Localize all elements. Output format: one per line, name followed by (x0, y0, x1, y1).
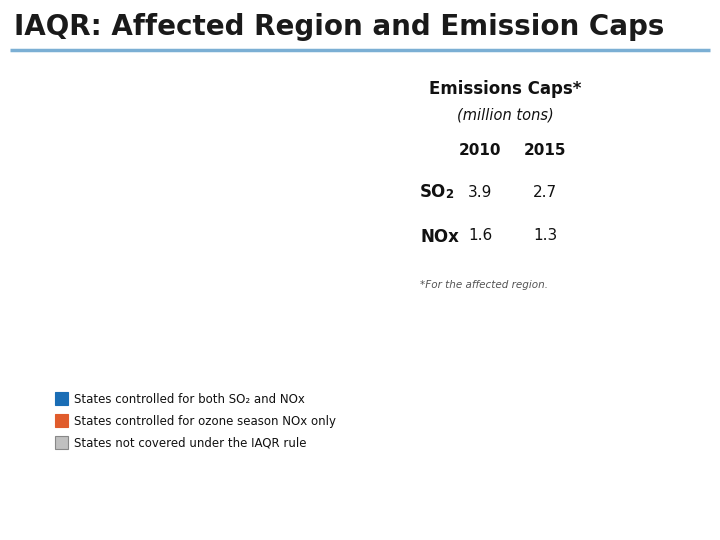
Text: *For the affected region.: *For the affected region. (420, 280, 548, 290)
Text: States controlled for both SO₂ and NOx: States controlled for both SO₂ and NOx (74, 393, 305, 406)
Text: 2010: 2010 (459, 143, 501, 158)
Bar (55, 436, 68, 449)
Text: NOx: NOx (420, 228, 459, 246)
Text: 2.7: 2.7 (533, 185, 557, 200)
Text: 1.6: 1.6 (468, 228, 492, 243)
Text: States controlled for ozone season NOx only: States controlled for ozone season NOx o… (74, 415, 336, 428)
Text: 2: 2 (445, 188, 453, 201)
Bar (55, 414, 68, 427)
Text: IAQR: Affected Region and Emission Caps: IAQR: Affected Region and Emission Caps (14, 13, 665, 41)
Text: 3.9: 3.9 (468, 185, 492, 200)
Text: SO: SO (420, 183, 446, 201)
Text: 2015: 2015 (523, 143, 566, 158)
Text: States not covered under the IAQR rule: States not covered under the IAQR rule (74, 437, 307, 450)
Text: 1.3: 1.3 (533, 228, 557, 243)
Text: (million tons): (million tons) (456, 108, 554, 123)
Bar (55, 392, 68, 405)
Text: Emissions Caps*: Emissions Caps* (429, 80, 581, 98)
